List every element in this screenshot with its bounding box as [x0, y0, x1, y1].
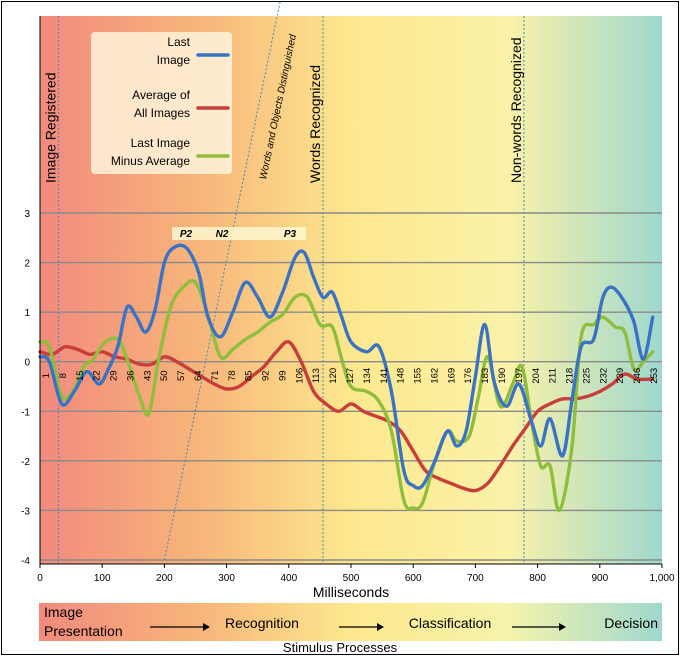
y-tick-label: -1	[21, 407, 30, 418]
sample-label: 239	[615, 368, 626, 384]
sample-label: 127	[345, 368, 356, 384]
series-minus-average	[38, 279, 655, 513]
stage-label: Classification	[409, 615, 491, 631]
y-tick-label: -2	[21, 457, 30, 468]
sample-label: 134	[362, 368, 373, 384]
y-tick-label: -3	[21, 506, 30, 517]
sample-label: 225	[581, 368, 592, 384]
sample-label: 71	[210, 370, 221, 381]
legend-box	[91, 32, 232, 174]
sample-label: 113	[311, 368, 322, 383]
x-tick-label: 500	[343, 573, 360, 584]
x-axis-title: Milliseconds	[313, 584, 389, 600]
series-last-image	[38, 243, 655, 490]
stage-arrowhead	[377, 623, 384, 631]
legend-label: Minus Average	[111, 154, 190, 168]
band-caption: Stimulus Processes	[283, 640, 398, 655]
y-tick-label: -4	[21, 556, 30, 567]
sample-label: 78	[227, 370, 238, 381]
sample-label: 246	[632, 368, 643, 384]
sample-label: 36	[125, 370, 136, 381]
sample-label: 232	[598, 368, 609, 384]
y-tick-label: 0	[24, 358, 30, 369]
x-tick-label: 1,000	[649, 573, 674, 584]
legend-label: All Images	[134, 106, 190, 120]
series-average	[38, 339, 655, 493]
sample-label: 106	[294, 368, 305, 384]
sample-label: 85	[244, 370, 255, 381]
peak-label: N2	[216, 229, 229, 240]
x-tick-label: 0	[37, 573, 43, 584]
x-tick-label: 100	[94, 573, 111, 584]
x-tick-label: 800	[529, 573, 546, 584]
peak-label: P3	[284, 229, 297, 240]
sample-label: 29	[109, 370, 120, 381]
x-tick-label: 400	[280, 573, 297, 584]
stage-label: Recognition	[225, 615, 299, 631]
sample-label: 190	[497, 368, 508, 384]
sample-label: 253	[649, 368, 660, 384]
y-tick-label: 3	[24, 209, 30, 220]
sample-label: 57	[176, 370, 187, 381]
sample-label: 141	[379, 368, 390, 384]
sample-label: 183	[480, 368, 491, 384]
stage-label: Presentation	[44, 623, 123, 639]
legend-label: Last Image	[131, 136, 191, 150]
sample-label: 176	[463, 368, 474, 384]
sample-label: 218	[565, 368, 576, 384]
sample-label: 162	[429, 368, 440, 384]
sample-label: 120	[328, 368, 339, 384]
sample-label: 15	[75, 370, 86, 381]
x-tick-label: 700	[467, 573, 484, 584]
peak-label: P2	[180, 229, 193, 240]
sample-label: 197	[514, 368, 525, 384]
stage-label: Decision	[604, 615, 658, 631]
x-tick-label: 900	[591, 573, 608, 584]
legend-label: Average of	[132, 88, 190, 102]
peak-label-box	[172, 227, 306, 240]
sample-label: 22	[92, 370, 103, 381]
y-tick-label: 2	[24, 259, 30, 270]
x-tick-label: 200	[156, 573, 173, 584]
sample-label: 169	[446, 368, 457, 384]
event-label: Non-words Recognized	[508, 37, 524, 183]
sample-label: 204	[531, 368, 542, 384]
sample-label: 43	[142, 370, 153, 381]
stage-arrowhead	[203, 623, 210, 631]
sample-label: 99	[277, 370, 288, 381]
sample-label: 211	[548, 368, 559, 383]
legend-label: Image	[157, 53, 191, 67]
sample-label: 1	[41, 373, 52, 378]
x-tick-label: 300	[218, 573, 235, 584]
stage-label: Image	[44, 604, 83, 620]
legend-label: Last	[167, 35, 190, 49]
x-tick-label: 600	[405, 573, 422, 584]
sample-label: 64	[193, 370, 204, 381]
sample-label: 8	[58, 373, 69, 378]
event-label: Image Registered	[43, 72, 59, 183]
sample-label: 148	[396, 368, 407, 384]
stimulus-band	[39, 603, 662, 641]
sample-label: 92	[261, 370, 272, 381]
event-label: Words Recognized	[307, 65, 323, 183]
sample-label: 50	[159, 370, 170, 381]
sample-label: 155	[413, 368, 424, 384]
diagonal-line	[163, 0, 282, 561]
y-tick-label: 1	[24, 308, 30, 319]
stage-arrowhead	[559, 623, 566, 631]
